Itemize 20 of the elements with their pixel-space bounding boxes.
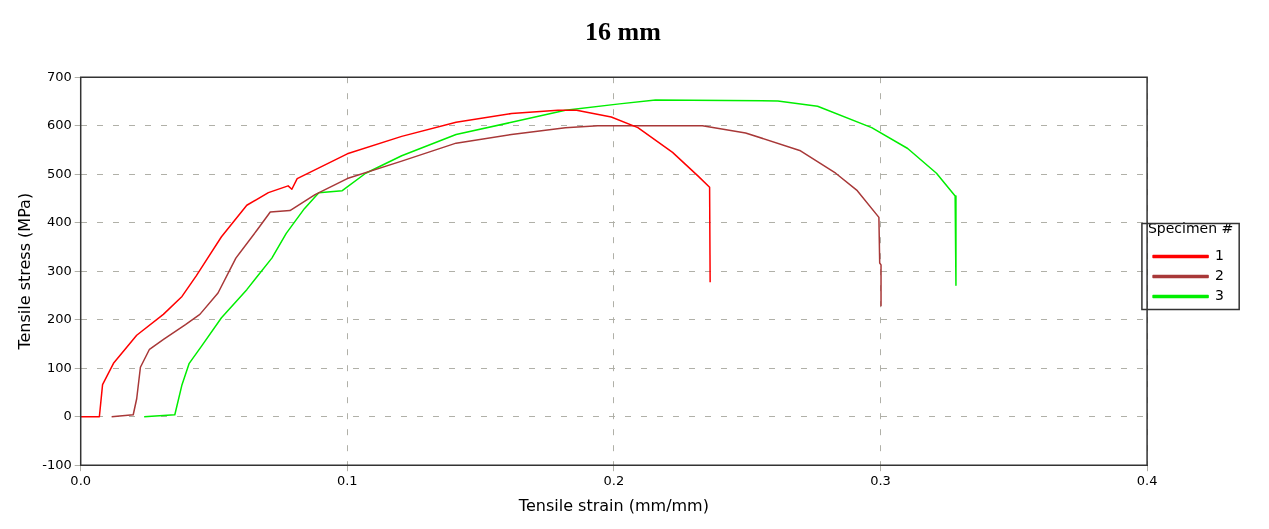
- y-axis-title: Tensile stress (MPa): [14, 192, 34, 351]
- y-tick-label: 100: [46, 359, 72, 375]
- x-tick-label: 0.0: [70, 473, 92, 489]
- x-tick-label: 0.3: [870, 473, 891, 489]
- x-tick-label: 0.4: [1136, 473, 1158, 489]
- y-tick-label: 400: [46, 214, 72, 230]
- y-tick-label: 200: [46, 311, 72, 327]
- legend-label: 1: [1215, 247, 1225, 264]
- legend-label: 3: [1215, 287, 1225, 304]
- y-tick-label: 300: [46, 262, 72, 278]
- y-tick-label: 0: [63, 408, 72, 424]
- y-tick-label: 700: [46, 68, 72, 84]
- y-tick-label: -100: [42, 456, 72, 472]
- chart-title: 16 mm: [585, 17, 662, 47]
- x-tick-label: 0.1: [336, 473, 358, 489]
- legend-label: 2: [1215, 267, 1225, 284]
- y-tick-label: 600: [46, 117, 72, 133]
- y-tick-label: 500: [46, 165, 72, 181]
- x-axis-title: Tensile strain (mm/mm): [517, 495, 709, 515]
- x-tick-label: 0.2: [603, 473, 625, 489]
